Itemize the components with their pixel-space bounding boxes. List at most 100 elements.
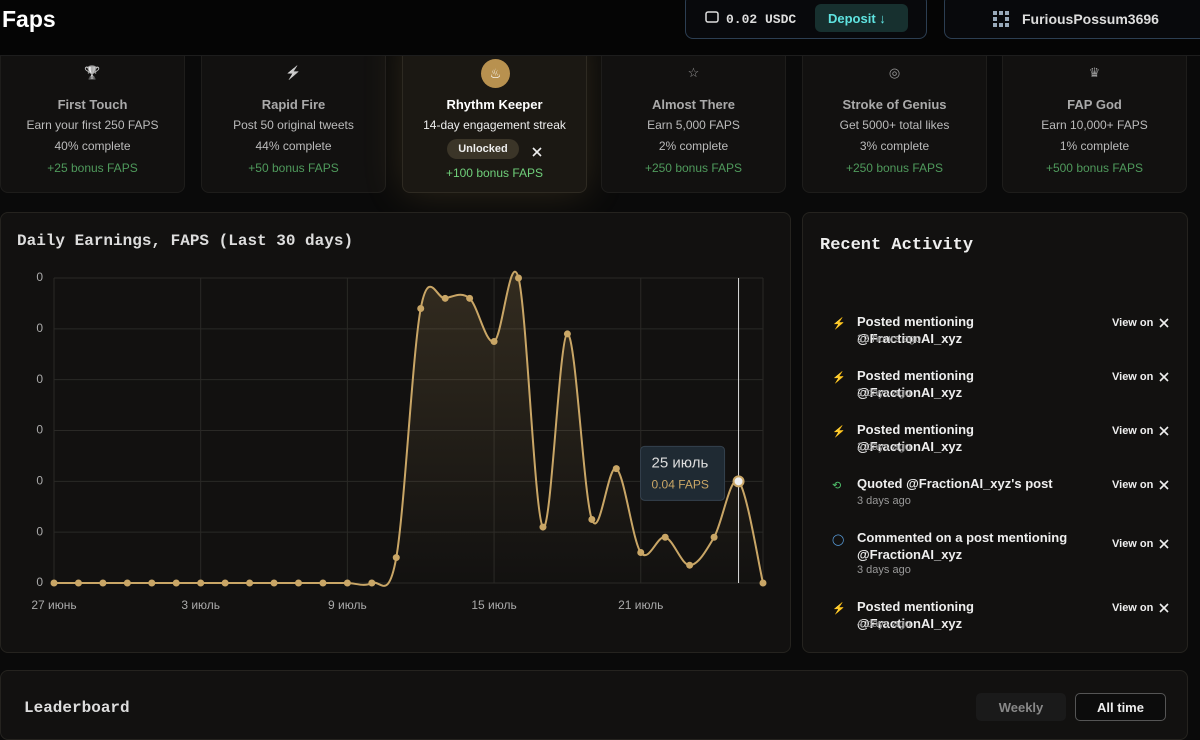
x-logo <box>1159 426 1169 436</box>
y-tick-label: 0 <box>36 423 43 437</box>
view-on-x[interactable]: View on <box>1112 538 1169 550</box>
activity-text: Posted mentioning @FractionAI_xyz <box>857 314 974 346</box>
activity-icon: ◯ <box>832 534 845 546</box>
x-tick-label: 15 июль <box>471 598 516 612</box>
achievement-description: Earn 10,000+ FAPS <box>1041 118 1148 132</box>
point <box>563 330 571 338</box>
y-tick-label: 0 <box>36 321 43 335</box>
balance: 0.02 USDC <box>726 12 797 27</box>
achievement-icon: ◎ <box>888 65 901 80</box>
point <box>99 579 107 587</box>
point <box>637 549 645 556</box>
balance-box: 0.02 USDC Deposit ↓ <box>685 0 927 39</box>
achievement-bonus: +100 bonus FAPS <box>445 166 544 180</box>
activity-text: Posted mentioning @FractionAI_xyz <box>857 422 974 454</box>
username: FuriousPossum3696 <box>1022 11 1159 27</box>
achievement-icon: 🏆 <box>84 65 101 80</box>
y-tick-label: 0 <box>36 474 43 488</box>
activity-item: ⚡ Posted mentioning @FractionAI_xyz 2 days… <box>803 421 1188 461</box>
point <box>515 274 523 282</box>
header: Faps 0.02 USDC Deposit ↓ FuriousPossum36… <box>0 0 1200 56</box>
achievement-bonus: +250 bonus FAPS <box>845 161 944 175</box>
line <box>53 270 764 587</box>
activity-time: 2 days ago <box>857 441 911 453</box>
view-on-x[interactable]: View on <box>1112 317 1169 329</box>
achievement-bonus: +50 bonus FAPS <box>248 161 339 175</box>
x-tick-label: 3 июль <box>181 598 220 612</box>
chart: Daily Earnings, FAPS (Last 30 days) 0 0 0 0… <box>17 232 767 612</box>
point <box>392 554 400 562</box>
chart-panel: Daily Earnings, FAPS (Last 30 days) 0 0 0 0… <box>0 212 791 653</box>
activity-icon: ⚡ <box>832 372 846 384</box>
activity-panel: Recent Activity ⚡ Posted mentioning @Frac… <box>802 212 1188 653</box>
activity-time: 2 days ago <box>857 387 911 399</box>
share-x[interactable] <box>532 144 542 162</box>
y-tick-label: 0 <box>36 524 43 538</box>
activity-icon: ⚡ <box>832 318 846 330</box>
achievement-progress: 44% complete <box>255 139 332 153</box>
tab-all-time[interactable]: All time <box>1075 693 1166 721</box>
achievement-card: ⚡ Rapid Fire Post 50 original tweets 44% co… <box>201 30 386 193</box>
x-logo <box>1159 372 1169 382</box>
view-on-x[interactable]: View on <box>1112 602 1169 614</box>
chart-title: Daily Earnings, FAPS (Last 30 days) <box>17 232 353 250</box>
activity-text: Commented on a post mentioning @Fraction… <box>857 530 1068 562</box>
activity-icon: ⚡ <box>832 426 846 438</box>
leaderboard-panel: Leaderboard Weekly All time <box>0 670 1188 740</box>
tab-weekly[interactable]: Weekly <box>976 693 1066 721</box>
achievement-icon: ♛ <box>1088 65 1101 80</box>
x-logo <box>1159 480 1169 490</box>
view-on-label: View on <box>1112 317 1154 329</box>
achievement-icon: ⚡ <box>285 65 302 80</box>
achievement-progress: 3% complete <box>859 139 930 153</box>
point <box>172 579 180 587</box>
activity-item: ⚡ Posted mentioning @FractionAI_xyz 22 hou… <box>803 313 1188 353</box>
achievement-title: Rhythm Keeper <box>446 97 543 112</box>
view-on-x[interactable]: View on <box>1112 371 1169 383</box>
x-logo <box>1159 318 1169 328</box>
achievement-description: Earn 5,000 FAPS <box>647 118 740 132</box>
deposit-label: Deposit <box>828 11 876 26</box>
user-box[interactable]: FuriousPossum3696 <box>944 0 1200 39</box>
unlocked-badge: Unlocked <box>447 139 519 159</box>
point <box>539 523 547 531</box>
achievement-title: Rapid Fire <box>261 97 326 112</box>
achievement-progress: 1% complete <box>1059 139 1130 153</box>
view-on-label: View on <box>1112 602 1154 614</box>
point <box>123 579 131 587</box>
point <box>270 579 278 587</box>
achievement-description: Earn your first 250 FAPS <box>26 118 159 132</box>
point <box>294 579 302 587</box>
view-on-label: View on <box>1112 538 1154 550</box>
point <box>588 515 596 523</box>
y-tick-label: 0 <box>36 372 43 386</box>
activity-time: 3 days ago <box>857 564 911 576</box>
point <box>221 579 229 587</box>
point <box>319 579 327 587</box>
deposit-button[interactable]: Deposit ↓ <box>815 4 908 32</box>
achievement-title: Almost There <box>651 97 736 112</box>
x-tick-label: 27 июнь <box>31 598 76 612</box>
achievement-bonus: +500 bonus FAPS <box>1045 161 1144 175</box>
view-on-x[interactable]: View on <box>1112 425 1169 437</box>
activity-time: 22 hours ago <box>857 333 922 345</box>
point <box>246 579 254 587</box>
point <box>343 579 351 587</box>
activity-item: ⚡ Posted mentioning @FractionAI_xyz 4 days… <box>803 598 1188 638</box>
point <box>759 579 767 587</box>
point <box>368 579 376 587</box>
achievement-card: ♛ FAP God Earn 10,000+ FAPS 1% complete +500… <box>1002 30 1187 193</box>
achievement-title: Stroke of Genius <box>842 97 947 112</box>
activity-item: ⟲ Quoted @FractionAI_xyz's post 3 days ago… <box>803 475 1188 515</box>
activity-text: Posted mentioning @FractionAI_xyz <box>857 368 974 400</box>
wallet-icon <box>705 11 719 23</box>
achievement-description: Get 5000+ total likes <box>839 118 950 132</box>
point <box>50 579 58 587</box>
achievement-card: ◎ Stroke of Genius Get 5000+ total likes 3%… <box>802 30 987 193</box>
achievement-bonus: +25 bonus FAPS <box>47 161 138 175</box>
activity-time: 3 days ago <box>857 495 911 507</box>
achievement-icon: ☆ <box>687 65 700 80</box>
point <box>490 338 498 346</box>
view-on-x[interactable]: View on <box>1112 479 1169 491</box>
